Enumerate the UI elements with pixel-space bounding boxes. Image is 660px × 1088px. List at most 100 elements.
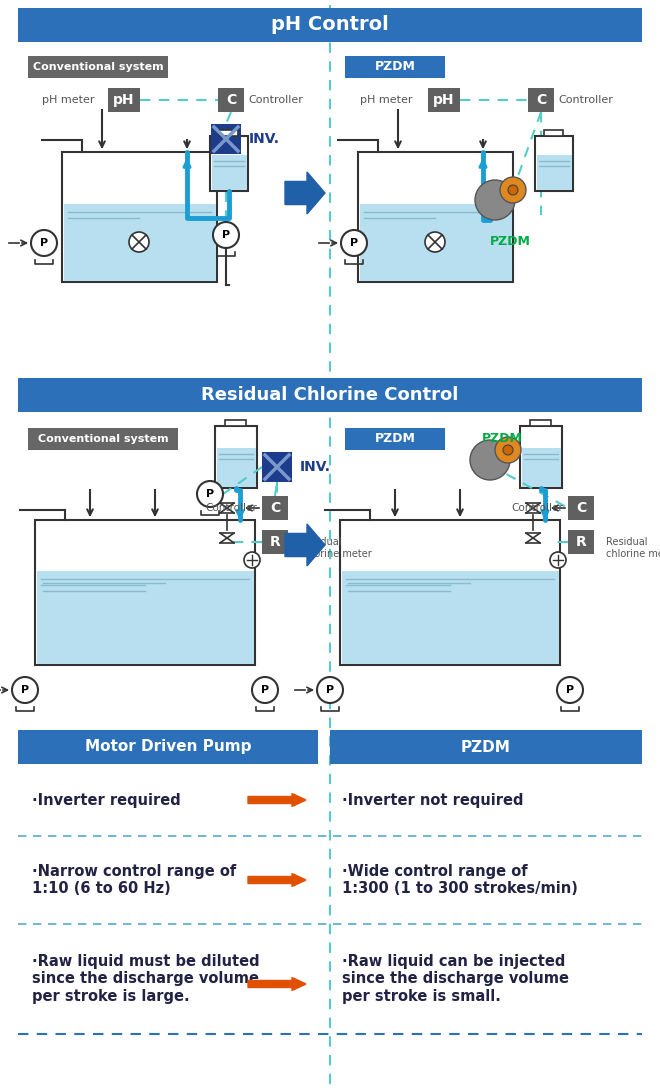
Bar — [340, 520, 560, 665]
Text: INV.: INV. — [249, 132, 280, 146]
Text: Controller: Controller — [558, 95, 613, 106]
Bar — [262, 530, 288, 554]
Text: P: P — [40, 238, 48, 248]
Text: Residual
chlorine meter: Residual chlorine meter — [606, 537, 660, 559]
Bar — [544, 129, 563, 136]
Text: P: P — [326, 685, 334, 695]
Text: R: R — [270, 535, 280, 549]
Bar — [537, 156, 572, 189]
Circle shape — [197, 481, 223, 507]
Text: PZDM: PZDM — [482, 432, 523, 445]
FancyArrow shape — [248, 977, 306, 990]
FancyArrow shape — [248, 874, 306, 887]
Text: C: C — [270, 500, 280, 515]
Circle shape — [317, 677, 343, 703]
Text: ·Wide control range of
1:300 (1 to 300 strokes/min): ·Wide control range of 1:300 (1 to 300 s… — [342, 864, 578, 897]
Bar — [358, 152, 513, 282]
Text: Controller: Controller — [205, 503, 257, 514]
Text: pH meter: pH meter — [42, 95, 94, 106]
Bar — [262, 496, 288, 520]
Bar — [35, 520, 255, 665]
Bar — [215, 426, 257, 489]
Bar — [568, 496, 594, 520]
Bar — [341, 571, 558, 664]
Text: Conventional system: Conventional system — [38, 434, 168, 444]
Text: ·Inverter not required: ·Inverter not required — [342, 792, 523, 807]
Text: INV.: INV. — [300, 460, 331, 474]
Text: Motor Driven Pump: Motor Driven Pump — [84, 740, 251, 754]
FancyArrow shape — [285, 172, 325, 214]
Bar — [528, 88, 554, 112]
FancyArrow shape — [285, 524, 325, 566]
Circle shape — [475, 180, 515, 220]
Text: P: P — [350, 238, 358, 248]
Circle shape — [495, 437, 521, 463]
Circle shape — [252, 677, 278, 703]
Text: C: C — [536, 92, 546, 107]
Text: R: R — [576, 535, 586, 549]
Bar — [345, 55, 445, 78]
Text: Residual Chlorine Control: Residual Chlorine Control — [201, 386, 459, 404]
Bar — [108, 88, 140, 112]
Bar — [216, 447, 255, 486]
Bar — [36, 571, 253, 664]
Text: P: P — [566, 685, 574, 695]
Circle shape — [508, 185, 518, 195]
Circle shape — [425, 232, 445, 252]
Text: P: P — [261, 685, 269, 695]
Bar — [530, 420, 551, 426]
Bar — [345, 428, 445, 450]
Text: ·Raw liquid can be injected
since the discharge volume
per stroke is small.: ·Raw liquid can be injected since the di… — [342, 954, 569, 1004]
Bar — [520, 426, 562, 489]
Bar — [535, 136, 573, 191]
Bar — [18, 730, 318, 764]
Bar — [210, 136, 248, 191]
Bar — [568, 530, 594, 554]
Text: P: P — [206, 489, 214, 499]
Circle shape — [557, 677, 583, 703]
Circle shape — [500, 177, 526, 203]
Text: C: C — [226, 92, 236, 107]
Text: Controller: Controller — [248, 95, 303, 106]
Text: ·Raw liquid must be diluted
since the discharge volume
per stroke is large.: ·Raw liquid must be diluted since the di… — [32, 954, 259, 1004]
Text: P: P — [222, 230, 230, 240]
Bar — [360, 205, 512, 281]
Circle shape — [470, 440, 510, 480]
Circle shape — [213, 222, 239, 248]
Text: pH: pH — [433, 92, 455, 107]
Bar — [428, 88, 460, 112]
Text: PZDM: PZDM — [375, 433, 415, 445]
Bar — [18, 8, 642, 42]
Bar — [211, 156, 246, 189]
Text: C: C — [576, 500, 586, 515]
Text: PZDM: PZDM — [461, 740, 511, 754]
Bar — [218, 88, 244, 112]
Bar — [63, 205, 216, 281]
Bar — [18, 378, 642, 412]
Text: Controller: Controller — [512, 503, 563, 514]
Text: pH: pH — [114, 92, 135, 107]
Text: Conventional system: Conventional system — [33, 62, 163, 72]
Circle shape — [12, 677, 38, 703]
Text: pH Control: pH Control — [271, 15, 389, 35]
Bar — [211, 124, 241, 154]
Text: ·Narrow control range of
1:10 (6 to 60 Hz): ·Narrow control range of 1:10 (6 to 60 H… — [32, 864, 236, 897]
Bar — [28, 55, 168, 78]
Bar — [330, 730, 642, 764]
Text: PZDM: PZDM — [375, 61, 415, 74]
Bar — [219, 129, 238, 136]
Circle shape — [550, 552, 566, 568]
FancyArrow shape — [248, 793, 306, 806]
Circle shape — [129, 232, 149, 252]
Circle shape — [244, 552, 260, 568]
Bar — [262, 452, 292, 482]
Text: P: P — [21, 685, 29, 695]
Text: pH meter: pH meter — [360, 95, 412, 106]
Text: Residual
chlorine meter: Residual chlorine meter — [300, 537, 372, 559]
Bar — [28, 428, 178, 450]
Text: ·Inverter required: ·Inverter required — [32, 792, 181, 807]
Bar — [62, 152, 217, 282]
Circle shape — [341, 230, 367, 256]
Circle shape — [31, 230, 57, 256]
Bar — [521, 447, 560, 486]
